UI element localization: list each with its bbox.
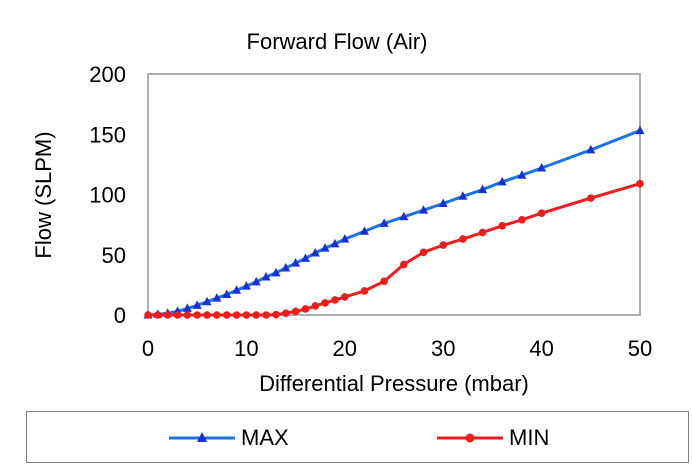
legend-item-min: MIN — [437, 412, 549, 464]
data-point-min — [272, 310, 280, 319]
data-point-min — [262, 311, 270, 319]
data-point-min — [331, 296, 339, 304]
x-tick-label: 50 — [628, 336, 652, 361]
data-point-min — [439, 241, 448, 249]
data-point-max — [310, 247, 320, 257]
legend-swatch-max — [169, 432, 235, 442]
x-tick-label: 20 — [333, 336, 357, 361]
data-point-max — [232, 285, 242, 294]
data-point-max — [438, 198, 448, 208]
data-point-min — [301, 305, 310, 313]
data-point-min — [291, 307, 300, 316]
data-point-max — [212, 293, 222, 302]
data-point-min — [636, 179, 644, 188]
data-point-max — [399, 211, 409, 221]
data-point-min — [252, 311, 261, 319]
data-point-min — [459, 235, 467, 243]
data-point-max — [340, 234, 350, 243]
data-point-min — [321, 299, 329, 307]
data-point-max — [192, 300, 202, 309]
x-tick-label: 10 — [234, 336, 258, 361]
data-point-max — [635, 125, 645, 135]
data-point-max — [478, 184, 488, 194]
data-point-max — [202, 296, 212, 306]
data-point-max — [251, 276, 261, 286]
data-point-min — [587, 194, 595, 202]
data-point-min — [163, 311, 172, 319]
data-point-max — [261, 272, 271, 281]
data-point-max — [330, 238, 340, 248]
line-chart: Forward Flow (Air) 0 50 100 150 200 0 10 20 30 4… — [31, 29, 652, 396]
data-point-min — [380, 277, 388, 286]
data-point-max — [517, 170, 527, 179]
data-point-max — [182, 303, 192, 312]
data-point-min — [341, 293, 349, 301]
data-point-min — [222, 311, 231, 319]
chart-title: Forward Flow (Air) — [247, 29, 428, 54]
data-point-min — [419, 248, 428, 257]
data-point-max — [300, 253, 310, 262]
data-point-min — [154, 311, 162, 319]
data-point-min — [213, 311, 221, 319]
data-point-min — [232, 311, 241, 319]
y-tick-label: 50 — [102, 243, 126, 268]
data-point-min — [478, 228, 487, 237]
data-point-min — [400, 260, 408, 269]
y-axis-tick-labels: 0 50 100 150 200 — [89, 62, 126, 328]
data-point-max — [241, 281, 251, 290]
series-layer — [143, 125, 645, 319]
data-point-max — [497, 176, 507, 186]
legend-label-min: MIN — [509, 425, 550, 450]
legend-label-max: MAX — [241, 425, 289, 450]
data-point-max — [222, 289, 232, 299]
data-point-min — [360, 287, 369, 295]
data-point-min — [242, 311, 251, 319]
data-point-min — [281, 309, 290, 317]
y-tick-label: 200 — [89, 62, 126, 87]
data-point-min — [203, 311, 211, 319]
legend-swatch-min — [437, 433, 503, 443]
data-point-max — [586, 144, 596, 154]
data-point-max — [281, 263, 291, 272]
data-point-min — [311, 302, 320, 310]
y-tick-label: 150 — [89, 122, 126, 147]
data-point-min — [173, 311, 182, 319]
x-axis-tick-labels: 0 10 20 30 40 50 — [142, 336, 652, 361]
data-point-max — [419, 205, 429, 214]
data-point-min — [193, 311, 201, 319]
data-point-max — [359, 226, 369, 235]
data-point-min — [144, 311, 152, 319]
x-tick-label: 40 — [529, 336, 553, 361]
legend-item-max: MAX — [169, 412, 289, 464]
plot-area — [147, 73, 641, 316]
x-tick-label: 30 — [431, 336, 455, 361]
data-point-max — [320, 243, 330, 252]
y-axis-label: Flow (SLPM) — [31, 131, 56, 258]
x-axis-label: Differential Pressure (mbar) — [259, 371, 529, 396]
x-tick-label: 0 — [142, 336, 154, 361]
data-point-max — [379, 218, 389, 227]
legend: MAX MIN — [26, 411, 689, 463]
data-point-max — [271, 267, 281, 277]
data-point-min — [537, 209, 546, 217]
data-point-max — [291, 258, 301, 267]
data-point-max — [537, 162, 547, 172]
y-tick-label: 100 — [89, 183, 126, 208]
data-point-max — [458, 191, 468, 200]
data-point-min — [498, 222, 507, 230]
y-tick-label: 0 — [114, 303, 126, 328]
data-point-min — [183, 311, 192, 319]
data-point-min — [518, 216, 526, 224]
